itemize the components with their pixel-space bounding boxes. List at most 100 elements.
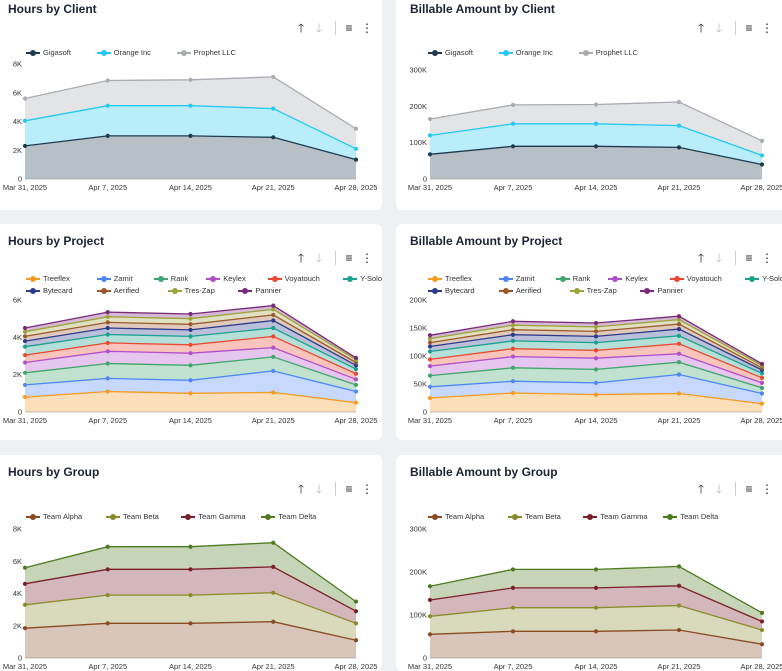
data-point[interactable]	[22, 626, 28, 631]
data-point[interactable]	[271, 590, 276, 595]
data-point[interactable]	[105, 544, 110, 549]
data-point[interactable]	[188, 322, 193, 327]
data-point[interactable]	[676, 564, 682, 569]
data-point[interactable]	[427, 152, 433, 157]
data-point[interactable]	[593, 392, 599, 397]
data-point[interactable]	[188, 621, 193, 626]
data-point[interactable]	[271, 74, 276, 80]
sort-descending-button[interactable]: 🡓	[315, 251, 323, 265]
legend-item[interactable]: Gigasoft	[26, 48, 71, 57]
data-point[interactable]	[510, 354, 516, 359]
data-point[interactable]	[759, 385, 765, 391]
data-point[interactable]	[510, 379, 516, 384]
legend-item[interactable]: Tres-Zap	[569, 286, 617, 295]
data-point[interactable]	[105, 332, 110, 337]
data-point[interactable]	[353, 371, 359, 376]
data-point[interactable]	[676, 627, 682, 633]
data-point[interactable]	[353, 126, 359, 131]
data-point[interactable]	[593, 585, 599, 591]
data-point[interactable]	[188, 567, 193, 572]
data-point[interactable]	[22, 334, 28, 339]
legend-item[interactable]: Rank	[555, 274, 590, 283]
legend-item[interactable]: Rank	[153, 274, 188, 283]
data-point[interactable]	[271, 619, 276, 624]
data-point[interactable]	[188, 378, 193, 383]
sort-descending-button[interactable]: 🡓	[715, 482, 723, 496]
data-point[interactable]	[271, 564, 276, 569]
data-point[interactable]	[759, 371, 765, 376]
data-point[interactable]	[22, 143, 28, 149]
data-point[interactable]	[593, 356, 599, 361]
data-point[interactable]	[759, 401, 765, 406]
data-point[interactable]	[22, 360, 28, 365]
data-point[interactable]	[676, 341, 682, 346]
data-point[interactable]	[353, 621, 359, 626]
data-point[interactable]	[676, 360, 682, 365]
data-point[interactable]	[427, 116, 433, 122]
data-point[interactable]	[759, 391, 765, 396]
data-point[interactable]	[510, 102, 516, 107]
data-point[interactable]	[759, 642, 765, 647]
data-point[interactable]	[271, 354, 276, 360]
data-point[interactable]	[676, 583, 682, 588]
data-point[interactable]	[593, 329, 599, 334]
data-point[interactable]	[22, 394, 28, 400]
data-point[interactable]	[510, 323, 516, 328]
data-point[interactable]	[105, 78, 110, 83]
data-point[interactable]	[188, 133, 193, 138]
data-point[interactable]	[676, 351, 682, 356]
legend-item[interactable]: Zamit	[96, 274, 133, 283]
data-point[interactable]	[188, 103, 193, 108]
sort-descending-button[interactable]: 🡓	[315, 21, 323, 35]
data-point[interactable]	[676, 391, 682, 396]
legend-item[interactable]: Team Delta	[261, 512, 316, 521]
sort-ascending-button[interactable]: 🡑	[297, 251, 305, 265]
data-point[interactable]	[22, 602, 28, 607]
data-point[interactable]	[271, 106, 276, 111]
data-point[interactable]	[427, 357, 433, 362]
data-point[interactable]	[271, 390, 276, 395]
data-point[interactable]	[271, 345, 276, 350]
data-point[interactable]	[593, 121, 599, 126]
data-point[interactable]	[593, 334, 599, 339]
data-point[interactable]	[22, 565, 28, 570]
filter-button[interactable]: ≡	[745, 251, 753, 265]
data-point[interactable]	[353, 389, 359, 394]
data-point[interactable]	[22, 118, 28, 123]
data-point[interactable]	[188, 593, 193, 598]
legend-item[interactable]: Orange Inc	[498, 48, 553, 57]
data-point[interactable]	[593, 320, 599, 326]
data-point[interactable]	[271, 540, 276, 545]
data-point[interactable]	[353, 355, 359, 360]
data-point[interactable]	[188, 316, 193, 321]
sort-descending-button[interactable]: 🡓	[715, 21, 723, 35]
data-point[interactable]	[22, 96, 28, 101]
data-point[interactable]	[427, 363, 433, 369]
data-point[interactable]	[759, 138, 765, 143]
data-point[interactable]	[510, 327, 516, 332]
data-point[interactable]	[353, 377, 359, 382]
data-point[interactable]	[271, 307, 276, 312]
sort-ascending-button[interactable]: 🡑	[297, 482, 305, 496]
data-point[interactable]	[593, 102, 599, 107]
data-point[interactable]	[188, 342, 193, 347]
more-menu-button[interactable]: ⋮	[761, 482, 773, 496]
data-point[interactable]	[427, 336, 433, 341]
data-point[interactable]	[353, 382, 359, 388]
legend-item[interactable]: Team Alpha	[26, 512, 82, 521]
data-point[interactable]	[188, 544, 193, 549]
data-point[interactable]	[676, 333, 682, 338]
more-menu-button[interactable]: ⋮	[761, 251, 773, 265]
data-point[interactable]	[427, 349, 433, 354]
data-point[interactable]	[271, 312, 276, 318]
data-point[interactable]	[427, 133, 433, 138]
sort-ascending-button[interactable]: 🡑	[697, 251, 705, 265]
data-point[interactable]	[22, 338, 28, 344]
data-point[interactable]	[676, 99, 682, 105]
legend-item[interactable]: Prophet LLC	[176, 48, 236, 57]
data-point[interactable]	[105, 593, 110, 598]
filter-button[interactable]: ≡	[745, 21, 753, 35]
legend-item[interactable]: Gigasoft	[428, 48, 473, 57]
data-point[interactable]	[188, 363, 193, 368]
data-point[interactable]	[105, 389, 110, 394]
